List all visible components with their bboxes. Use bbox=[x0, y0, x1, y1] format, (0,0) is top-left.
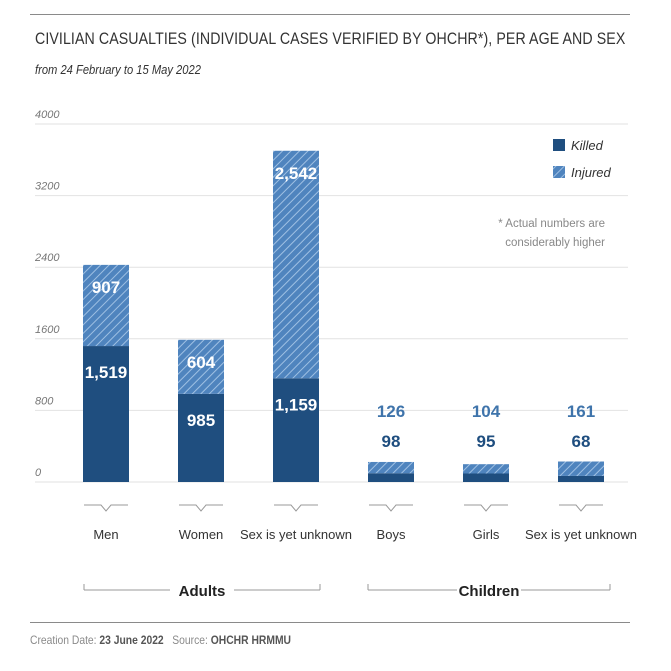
category-label: Girls bbox=[473, 527, 500, 542]
y-tick-label: 1600 bbox=[35, 324, 60, 336]
category-label: Sex is yet unknown bbox=[525, 527, 637, 542]
category-label: Men bbox=[93, 527, 118, 542]
category-bracket bbox=[179, 504, 223, 512]
bar-injured bbox=[463, 464, 509, 474]
y-tick-label: 3200 bbox=[35, 181, 60, 193]
bar-injured bbox=[83, 264, 129, 347]
bar-killed bbox=[178, 393, 224, 482]
value-label-killed: 98 bbox=[382, 432, 401, 451]
bar-killed bbox=[463, 473, 509, 482]
value-label-killed: 68 bbox=[572, 432, 591, 451]
value-label-injured: 126 bbox=[377, 402, 405, 421]
bar-killed bbox=[273, 378, 319, 482]
y-tick-label: 4000 bbox=[35, 109, 60, 121]
group-label: Adults bbox=[179, 583, 226, 600]
bar-injured bbox=[273, 150, 319, 379]
chart-subtitle: from 24 February to 15 May 2022 bbox=[35, 62, 201, 77]
category-bracket bbox=[369, 504, 413, 512]
value-label-killed: 1,519 bbox=[85, 363, 128, 382]
bar-injured bbox=[558, 461, 604, 476]
footer: Creation Date: 23 June 2022 Source: OHCH… bbox=[30, 633, 291, 647]
value-label-killed: 95 bbox=[477, 432, 496, 451]
bottom-rule bbox=[30, 622, 630, 623]
creation-date: 23 June 2022 bbox=[99, 633, 164, 647]
value-label-injured: 161 bbox=[567, 402, 595, 421]
value-label-killed: 985 bbox=[187, 411, 215, 430]
top-rule bbox=[30, 14, 630, 15]
creation-date-label: Creation Date: bbox=[30, 633, 97, 647]
category-bracket bbox=[84, 504, 128, 512]
category-label: Women bbox=[179, 527, 224, 542]
category-label: Boys bbox=[377, 527, 406, 542]
group-label: Children bbox=[459, 583, 520, 600]
value-label-injured: 604 bbox=[187, 353, 216, 372]
y-tick-label: 800 bbox=[35, 395, 54, 407]
y-tick-label: 2400 bbox=[34, 252, 60, 264]
legend-label-killed: Killed bbox=[571, 138, 604, 153]
category-bracket bbox=[464, 504, 508, 512]
bar-injured bbox=[178, 339, 224, 394]
category-bracket bbox=[559, 504, 603, 512]
category-label: Sex is yet unknown bbox=[240, 527, 352, 542]
source: OHCHR HRMMU bbox=[210, 633, 291, 647]
y-tick-label: 0 bbox=[35, 467, 42, 479]
value-label-injured: 907 bbox=[92, 278, 120, 297]
bar-killed bbox=[83, 346, 129, 482]
footnote-line: * Actual numbers are bbox=[498, 218, 605, 230]
value-label-injured: 104 bbox=[472, 402, 501, 421]
legend-swatch-killed bbox=[553, 139, 565, 151]
legend-label-injured: Injured bbox=[571, 165, 612, 180]
footnote-line: considerably higher bbox=[505, 237, 605, 249]
value-label-injured: 2,542 bbox=[275, 164, 318, 183]
category-bracket bbox=[274, 504, 318, 512]
source-label: Source: bbox=[172, 633, 208, 647]
bar-killed bbox=[558, 475, 604, 482]
chart-title: CIVILIAN CASUALTIES (INDIVIDUAL CASES VE… bbox=[35, 30, 626, 48]
bar-injured bbox=[368, 461, 414, 474]
bar-killed bbox=[368, 473, 414, 482]
legend-swatch-injured bbox=[553, 166, 565, 178]
value-label-killed: 1,159 bbox=[275, 395, 318, 414]
